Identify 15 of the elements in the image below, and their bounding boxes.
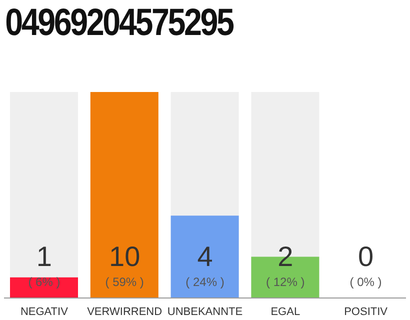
annotation: ( 6% ) [28,275,60,289]
annotation: ( 24% ) [186,275,224,289]
chart-title: 04969204575295 [4,1,234,46]
x-tick-label: POSITIV [344,306,388,318]
x-tick-label: VERWIRREND [87,306,162,318]
x-tick-label: EGAL [270,306,300,318]
data-label: 4 [197,241,213,272]
annotation: ( 0% ) [350,275,382,289]
data-label: 10 [109,241,140,272]
x-tick-label: NEGATIV [20,306,69,318]
annotation: ( 12% ) [266,275,305,289]
x-tick-label: UNBEKANNTE [167,306,243,318]
data-label: 0 [358,241,374,272]
annotation: ( 59% ) [105,275,144,289]
data-label: 1 [36,241,52,272]
